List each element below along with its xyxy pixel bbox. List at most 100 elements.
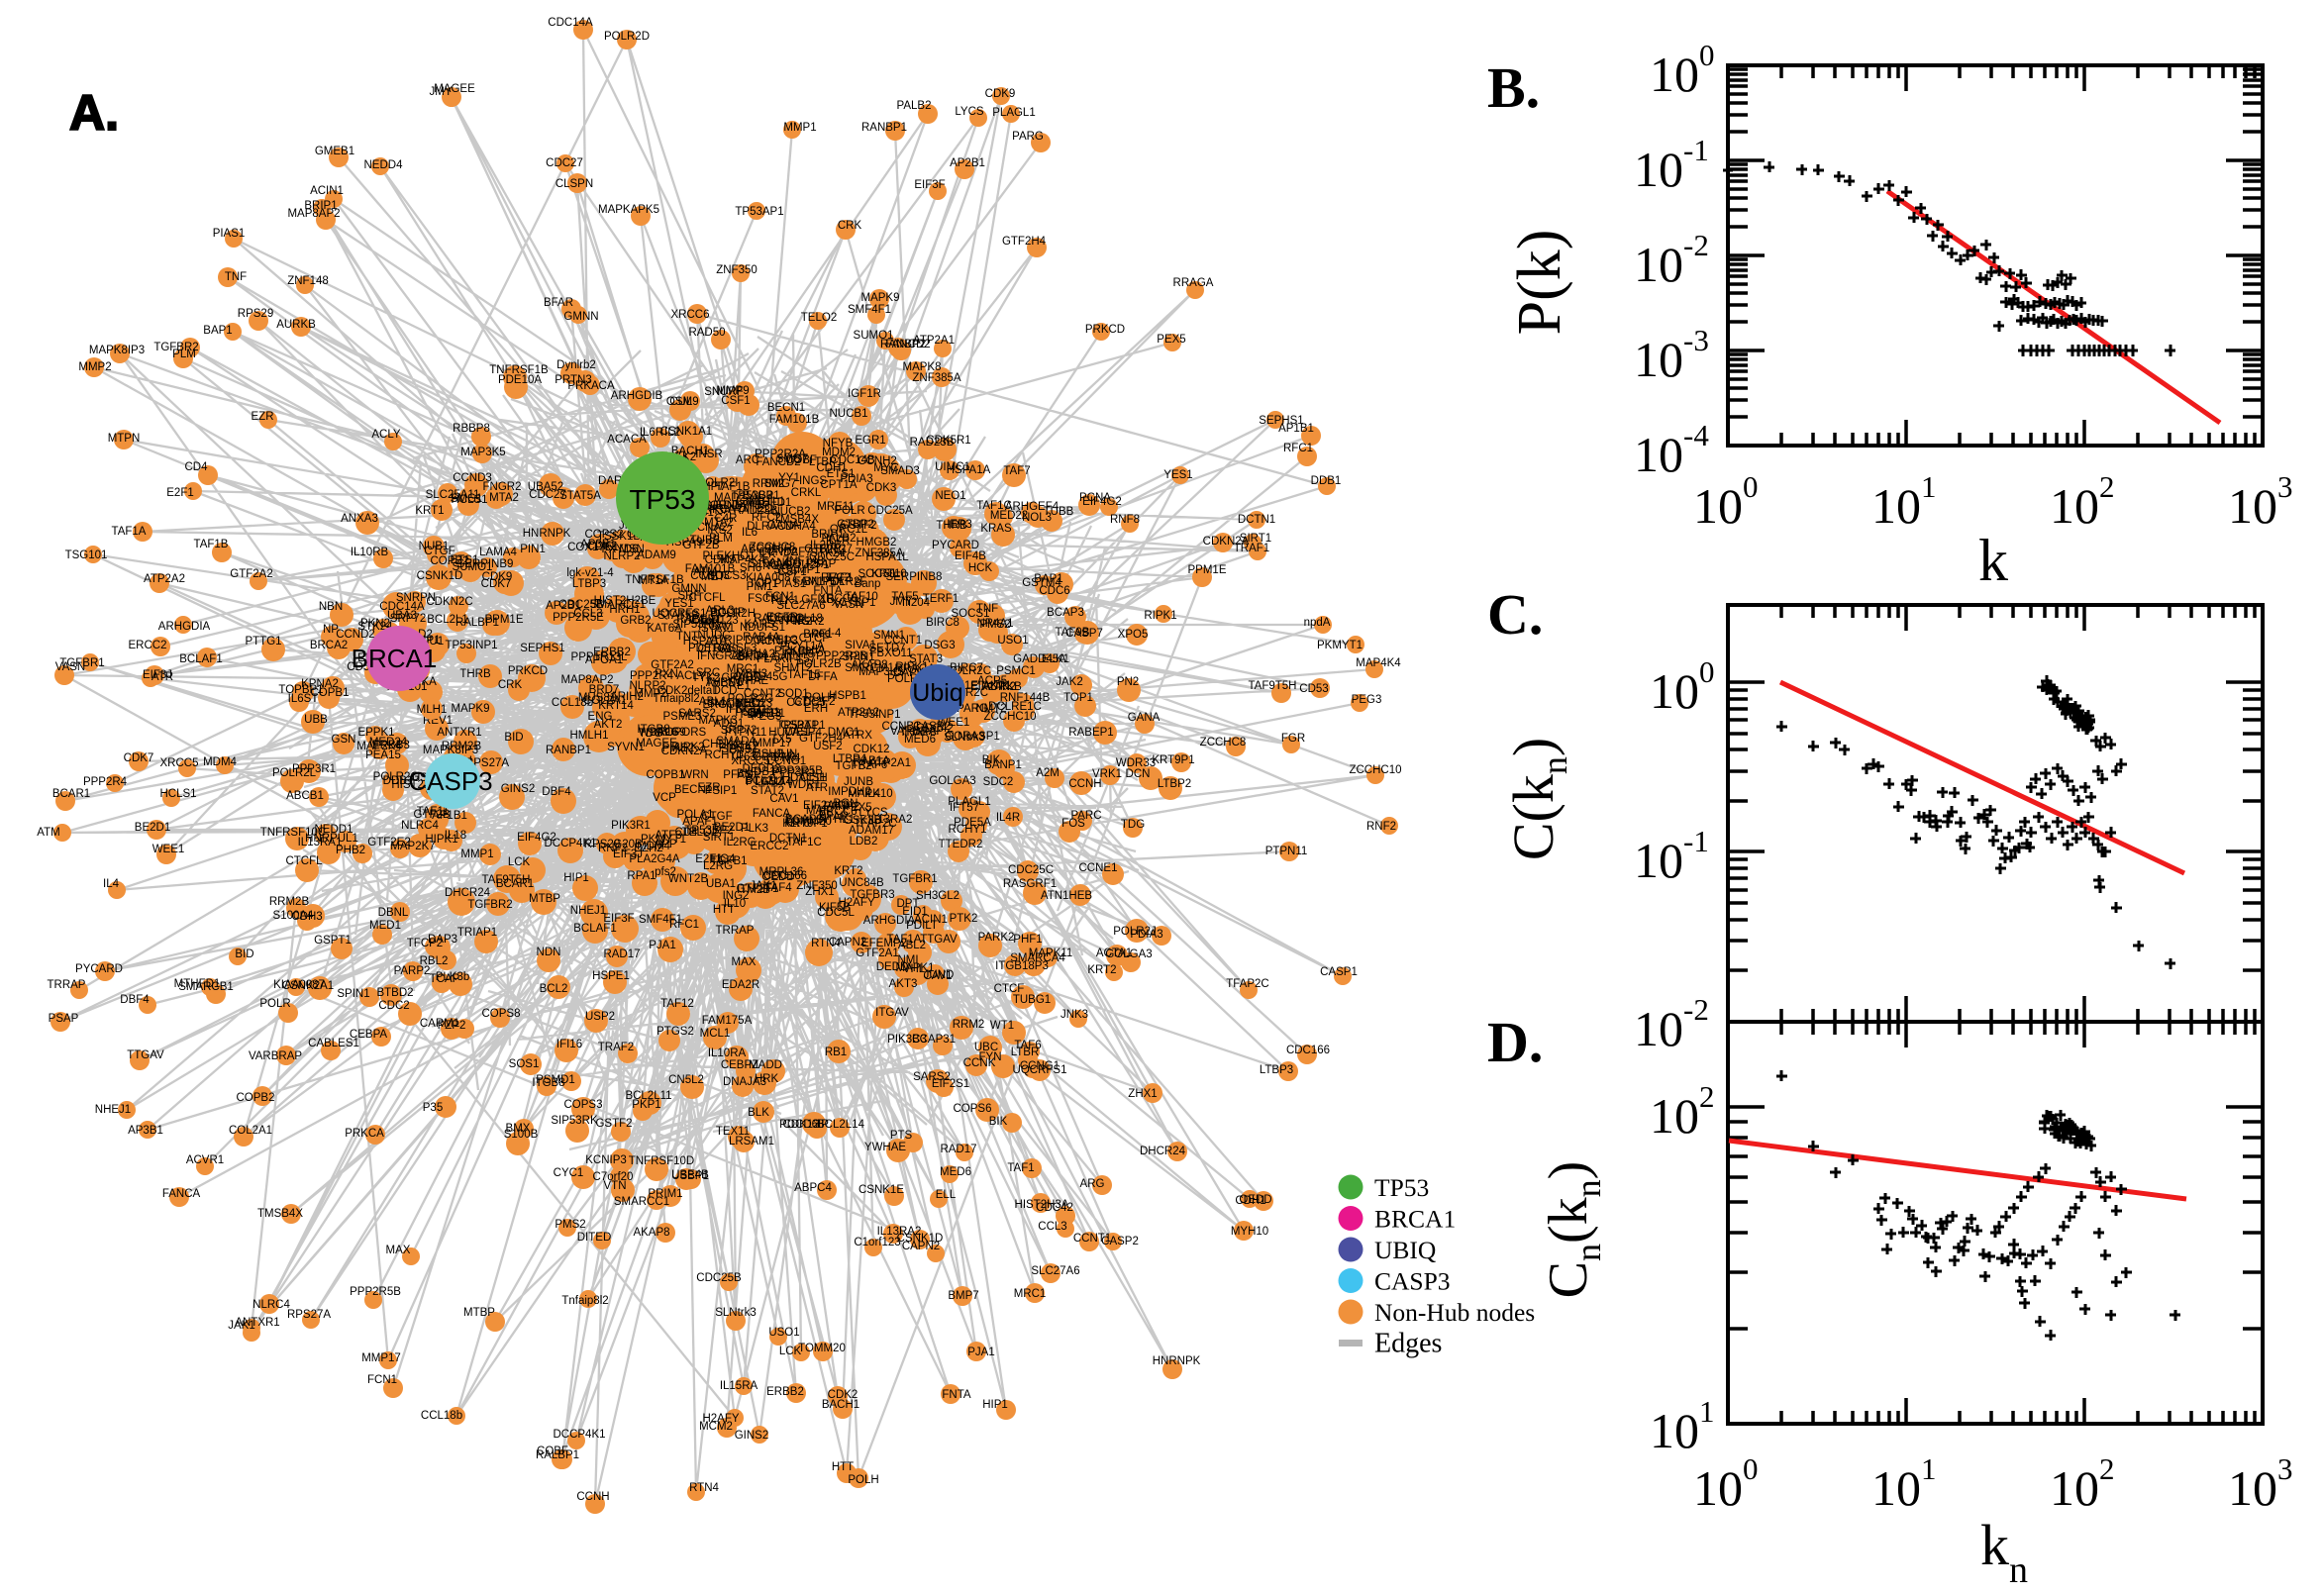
svg-text:ced-4: ced-4 bbox=[813, 628, 842, 640]
svg-text:DDB1: DDB1 bbox=[1311, 475, 1342, 487]
svg-text:TTGAV: TTGAV bbox=[127, 1049, 164, 1061]
svg-text:LTBP3: LTBP3 bbox=[572, 578, 606, 590]
svg-text:THRB: THRB bbox=[936, 520, 967, 532]
svg-text:P53AIP1: P53AIP1 bbox=[735, 707, 779, 719]
svg-text:TX5: TX5 bbox=[770, 734, 791, 746]
svg-text:FNGR2: FNGR2 bbox=[483, 481, 522, 493]
svg-text:VASN: VASN bbox=[55, 661, 85, 673]
svg-text:EIF4G2: EIF4G2 bbox=[1082, 496, 1122, 508]
svg-text:MAP4K4: MAP4K4 bbox=[1356, 657, 1401, 669]
svg-text:CCNT2: CCNT2 bbox=[744, 688, 781, 700]
svg-text:MTHFD1: MTHFD1 bbox=[174, 978, 221, 990]
svg-text:BLK: BLK bbox=[748, 1107, 769, 1119]
svg-text:AP3B1: AP3B1 bbox=[128, 1125, 163, 1137]
svg-text:TCAP: TCAP bbox=[430, 973, 460, 985]
svg-text:ATM: ATM bbox=[37, 827, 59, 839]
svg-text:SEPHS1: SEPHS1 bbox=[1259, 415, 1303, 427]
svg-text:PSMD1: PSMD1 bbox=[536, 1074, 575, 1086]
svg-text:IL6ST: IL6ST bbox=[288, 693, 319, 705]
svg-text:NR4A1: NR4A1 bbox=[976, 618, 1013, 630]
svg-text:ZNF148: ZNF148 bbox=[287, 275, 329, 287]
svg-text:TP53INP1: TP53INP1 bbox=[848, 709, 900, 721]
svg-text:TOP1: TOP1 bbox=[1063, 692, 1093, 704]
svg-text:SETD7: SETD7 bbox=[868, 643, 905, 654]
svg-text:BCL2L1: BCL2L1 bbox=[427, 614, 468, 626]
svg-text:ARIH2: ARIH2 bbox=[610, 691, 644, 703]
svg-text:RAD51L1: RAD51L1 bbox=[754, 613, 803, 625]
svg-text:BECN1: BECN1 bbox=[674, 784, 712, 796]
svg-text:NMT2: NMT2 bbox=[975, 703, 1006, 715]
svg-text:CTGF: CTGF bbox=[424, 546, 454, 557]
svg-text:PLA2G4A: PLA2G4A bbox=[629, 853, 679, 865]
svg-text:RAD50: RAD50 bbox=[688, 327, 725, 339]
svg-text:RABEP1: RABEP1 bbox=[1068, 727, 1113, 739]
svg-text:ARHGDIB: ARHGDIB bbox=[611, 390, 663, 402]
svg-text:XRCC6: XRCC6 bbox=[671, 309, 710, 321]
svg-text:GADD45A: GADD45A bbox=[1013, 653, 1066, 665]
svg-text:POLH: POLH bbox=[848, 1474, 878, 1486]
svg-text:RAD17: RAD17 bbox=[940, 1144, 976, 1155]
svg-text:YWHAE: YWHAE bbox=[727, 675, 769, 687]
svg-text:ITGAV: ITGAV bbox=[875, 1007, 909, 1019]
svg-text:AKT2: AKT2 bbox=[594, 719, 623, 731]
svg-text:VRK1: VRK1 bbox=[1092, 768, 1122, 780]
svg-text:THAP8: THAP8 bbox=[899, 727, 936, 739]
svg-text:BIRC8: BIRC8 bbox=[926, 617, 960, 629]
svg-text:BMP7: BMP7 bbox=[948, 1290, 978, 1302]
svg-text:IL4: IL4 bbox=[864, 788, 881, 800]
svg-text:GOLGA3: GOLGA3 bbox=[929, 775, 975, 787]
svg-text:INSR: INSR bbox=[695, 449, 722, 460]
svg-text:MAD2: MAD2 bbox=[714, 492, 746, 504]
svg-text:BACH1: BACH1 bbox=[822, 1399, 859, 1411]
svg-text:CCNH2: CCNH2 bbox=[858, 455, 897, 467]
svg-text:ALG9: ALG9 bbox=[656, 727, 685, 739]
svg-text:ELL: ELL bbox=[936, 1189, 957, 1201]
svg-text:SRF: SRF bbox=[678, 590, 701, 602]
svg-text:CDC14B: CDC14B bbox=[830, 454, 875, 466]
svg-text:FXYD6: FXYD6 bbox=[601, 544, 638, 555]
svg-text:CDC6: CDC6 bbox=[1039, 585, 1069, 597]
svg-text:DSG3: DSG3 bbox=[924, 640, 955, 651]
svg-text:ATP2A1: ATP2A1 bbox=[869, 757, 911, 769]
svg-text:ACTA1: ACTA1 bbox=[1096, 948, 1132, 959]
svg-text:ADAM9: ADAM9 bbox=[637, 549, 676, 561]
svg-text:TAF1A: TAF1A bbox=[112, 526, 147, 538]
svg-text:KRT9P1: KRT9P1 bbox=[1152, 754, 1194, 766]
svg-text:VASN: VASN bbox=[834, 599, 863, 611]
svg-text:HRH1: HRH1 bbox=[609, 604, 640, 616]
svg-text:k: k bbox=[1978, 528, 2008, 593]
svg-text:MTPN: MTPN bbox=[108, 433, 141, 445]
svg-text:PRKCA: PRKCA bbox=[345, 1128, 384, 1140]
svg-text:TOPORS: TOPORS bbox=[658, 727, 707, 739]
svg-text:TNFRSF1B: TNFRSF1B bbox=[489, 364, 549, 376]
svg-text:CISH: CISH bbox=[800, 772, 827, 784]
svg-text:HIPK1: HIPK1 bbox=[425, 834, 457, 846]
svg-text:CYC1: CYC1 bbox=[554, 1167, 584, 1179]
svg-text:ATRX: ATRX bbox=[843, 730, 872, 742]
svg-text:POLH: POLH bbox=[804, 692, 835, 704]
svg-text:MYH10: MYH10 bbox=[1231, 1226, 1268, 1238]
svg-text:PIN1: PIN1 bbox=[520, 544, 546, 555]
svg-text:FBXO11: FBXO11 bbox=[869, 648, 912, 659]
svg-text:IL2RB: IL2RB bbox=[810, 540, 842, 551]
svg-text:PTGS2: PTGS2 bbox=[656, 1026, 694, 1038]
svg-text:HNRNPK: HNRNPK bbox=[1153, 1355, 1201, 1367]
svg-text:ARG: ARG bbox=[1080, 1178, 1105, 1190]
svg-text:PIAS2: PIAS2 bbox=[662, 743, 695, 754]
svg-text:RBL2: RBL2 bbox=[420, 955, 449, 967]
svg-text:RNF8: RNF8 bbox=[1110, 514, 1140, 526]
svg-text:MET: MET bbox=[701, 571, 725, 583]
svg-text:WRN: WRN bbox=[681, 769, 708, 781]
svg-text:IL10: IL10 bbox=[724, 898, 746, 910]
svg-text:TP53INP1: TP53INP1 bbox=[445, 640, 497, 651]
svg-text:TRIAP1: TRIAP1 bbox=[457, 927, 497, 939]
svg-text:CTGF: CTGF bbox=[701, 811, 732, 823]
svg-text:MSN: MSN bbox=[619, 544, 645, 555]
svg-text:TAF5: TAF5 bbox=[891, 591, 918, 603]
svg-text:HIST2H2BE: HIST2H2BE bbox=[594, 595, 656, 607]
svg-text:JUNB: JUNB bbox=[844, 776, 873, 788]
svg-text:SMARCC1: SMARCC1 bbox=[614, 1196, 669, 1208]
svg-text:POU2F1: POU2F1 bbox=[785, 559, 830, 571]
svg-text:CDC25C: CDC25C bbox=[1008, 864, 1054, 876]
svg-text:STAT2: STAT2 bbox=[751, 785, 784, 797]
